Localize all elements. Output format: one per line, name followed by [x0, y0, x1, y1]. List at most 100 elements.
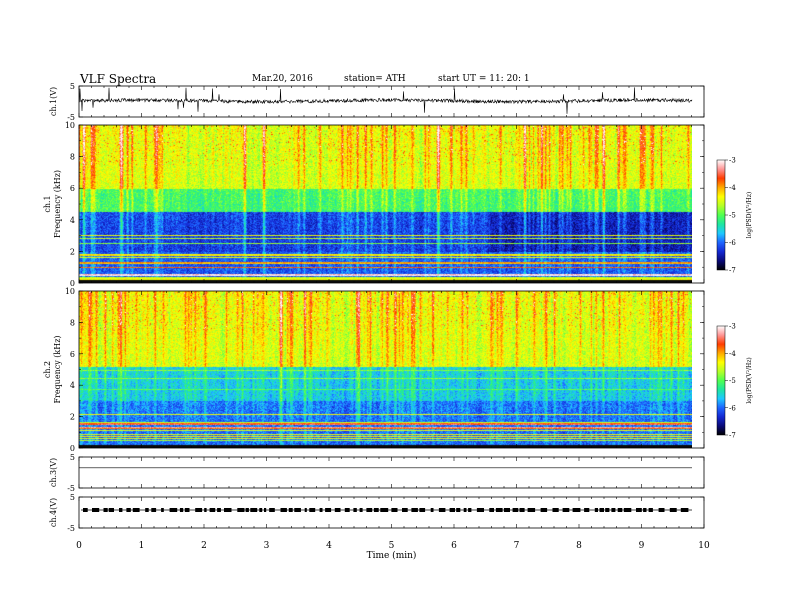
ch4-pulse — [605, 508, 610, 512]
y-tick-label: 5 — [70, 493, 75, 502]
colorbar-label: log(PSD(V²/Hz) — [746, 357, 753, 404]
ch4-pulse — [179, 508, 184, 512]
y-axis-label: ch.4(V) — [49, 498, 58, 527]
ch4-pulse — [366, 508, 373, 512]
station-label: station= ATH — [344, 74, 406, 84]
ch4-pulse — [552, 508, 559, 512]
colorbar-tick-label: -4 — [729, 184, 736, 192]
ch4-pulse — [151, 508, 157, 512]
y-tick-label: 6 — [70, 350, 75, 359]
x-tick-label: 6 — [451, 541, 457, 551]
colorbar-tick-label: -6 — [729, 404, 736, 412]
ch4-pulse — [572, 508, 581, 512]
y-tick-label: 10 — [65, 287, 75, 296]
ch4-pulse — [594, 508, 598, 512]
y-axis-label: Frequency (kHz) — [53, 335, 62, 403]
ch3-wave-axes — [78, 456, 705, 489]
ch4-pulse — [468, 508, 472, 512]
ch4-pulse — [438, 508, 446, 512]
x-tick-label: 8 — [576, 541, 582, 551]
ch4-pulse — [280, 508, 287, 512]
ch4-pulse — [319, 508, 323, 512]
ch4-pulse — [304, 508, 307, 512]
colorbar-tick-label: -3 — [729, 157, 736, 165]
ch4-pulse — [519, 508, 525, 512]
ch4-pulse — [636, 508, 642, 512]
ch4-pulse — [430, 508, 434, 512]
ch4-pulse — [195, 508, 203, 512]
waveform-traces — [78, 87, 693, 512]
ch4-pulse — [402, 508, 408, 512]
ch4-pulse — [643, 508, 647, 512]
ch4-pulse — [495, 508, 503, 512]
y-axis-label: Frequency (kHz) — [53, 170, 62, 238]
y-axis-channel-label: ch.1 — [43, 195, 52, 212]
x-tick-label: 5 — [389, 541, 395, 551]
ch4-pulse — [344, 508, 350, 512]
ch4-pulse — [269, 508, 275, 512]
ch4-wave-axes — [78, 496, 705, 529]
ch4-pulse — [245, 508, 249, 512]
y-tick-label: 0 — [70, 444, 75, 453]
ch4-pulse — [476, 508, 484, 512]
ch4-pulse — [658, 508, 665, 512]
x-tick-label: 2 — [201, 541, 207, 551]
x-tick-label: 9 — [639, 541, 645, 551]
x-tick-label: 4 — [326, 541, 332, 551]
ch4-pulse — [512, 508, 519, 512]
x-axis-label: Time (min) — [367, 550, 417, 561]
ch4-pulse — [391, 508, 398, 512]
ch4-pulse — [145, 508, 149, 512]
colorbar-tick-label: -7 — [729, 267, 736, 275]
ch4-pulse — [463, 508, 467, 512]
ch4-pulse — [325, 508, 332, 512]
y-tick-label: 4 — [70, 381, 75, 390]
ch4-pulse — [132, 508, 140, 512]
y-tick-label: 8 — [70, 318, 75, 327]
ch4-pulse — [108, 508, 114, 512]
date-label: Mar.20, 2016 — [252, 74, 313, 84]
y-tick-label: 2 — [70, 413, 75, 422]
x-tick-label: 10 — [698, 541, 710, 551]
ch4-pulse — [83, 508, 88, 512]
ch4-pulse — [309, 508, 316, 512]
ch4-pulse — [103, 508, 108, 512]
y-axis-label: ch.3(V) — [49, 458, 58, 487]
y-tick-label: 10 — [65, 121, 75, 130]
ch4-pulse — [419, 508, 426, 512]
spectrogram-images — [79, 125, 692, 448]
ch4-pulse — [623, 508, 632, 512]
ch4-pulse — [250, 508, 258, 512]
ch4-pulse — [456, 508, 461, 512]
y-tick-label: 4 — [70, 216, 75, 225]
colorbar — [716, 325, 726, 436]
colorbar-tick-label: -3 — [729, 323, 736, 331]
colorbar-tick-label: -5 — [729, 377, 736, 385]
y-tick-label: 0 — [70, 279, 75, 288]
ch4-pulse — [669, 508, 677, 512]
ch4-pulse — [449, 508, 455, 512]
ch4-pulse — [373, 508, 379, 512]
ch4-pulse — [527, 508, 536, 512]
ch4-pulse — [599, 508, 604, 512]
ch4-pulse — [288, 508, 293, 512]
ch4-pulse — [161, 508, 164, 512]
ch4-pulse — [680, 508, 689, 512]
x-tick-label: 7 — [514, 541, 520, 551]
ch4-pulse — [92, 508, 100, 512]
ch4-pulse-train — [83, 508, 689, 512]
ch4-pulse — [119, 508, 123, 512]
ch4-pulse — [334, 508, 341, 512]
y-axis-label: ch.1(V) — [49, 87, 58, 116]
ch1-waveform-trace — [78, 87, 693, 114]
colorbar — [716, 159, 726, 271]
y-axis-channel-label: ch.2 — [43, 361, 52, 378]
ch4-pulse — [224, 508, 232, 512]
ch4-pulse — [611, 508, 616, 512]
y-tick-label: -5 — [67, 524, 75, 533]
ch4-pulse — [359, 508, 363, 512]
ch4-pulse — [204, 508, 207, 512]
ch4-pulse — [489, 508, 494, 512]
ch4-pulse — [259, 508, 263, 512]
